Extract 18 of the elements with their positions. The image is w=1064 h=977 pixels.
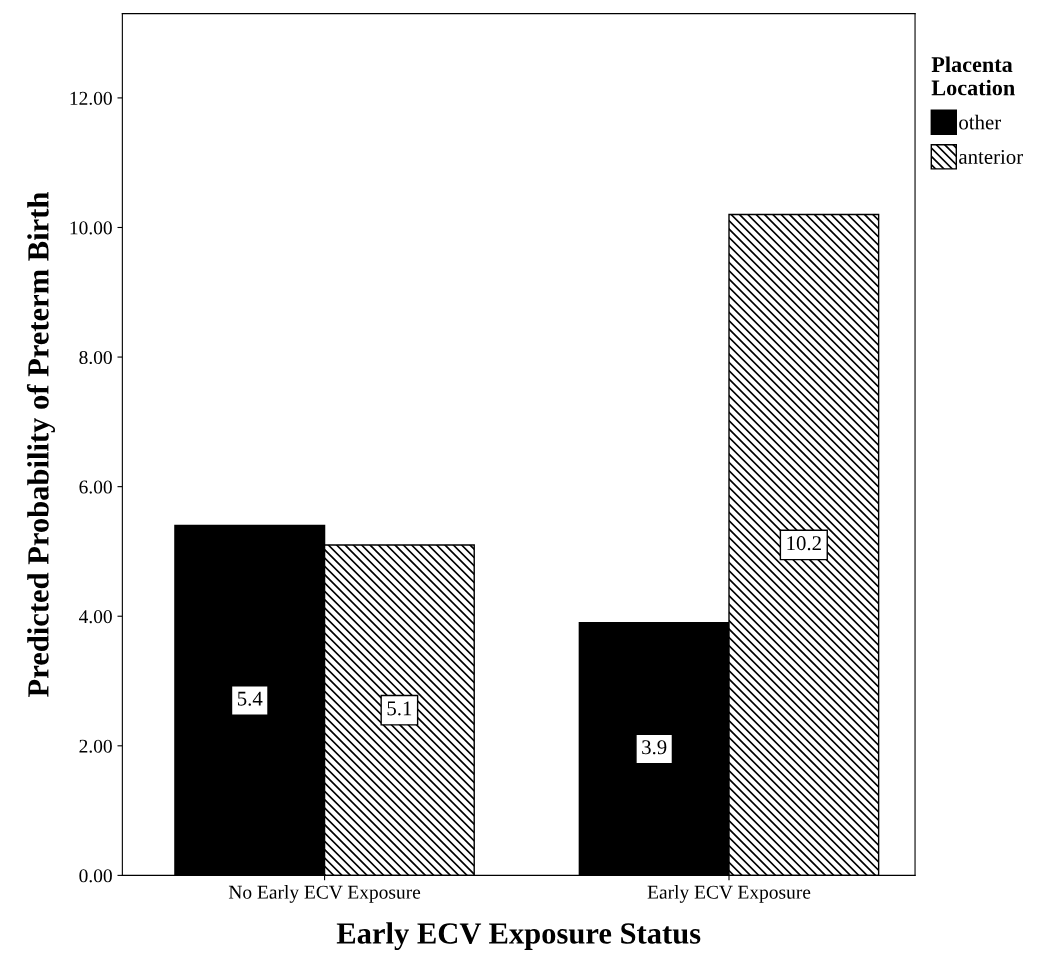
legend-label: anterior bbox=[959, 149, 1023, 164]
y-tick-label: 6.00 bbox=[79, 480, 112, 494]
y-tick-label: 4.00 bbox=[78, 610, 112, 624]
x-tick-label: Early ECV Exposure bbox=[647, 885, 811, 903]
x-tick-label: No Early ECV Exposure bbox=[228, 885, 421, 903]
y-tick-label: 2.00 bbox=[79, 739, 112, 753]
data-label: 5.1 bbox=[387, 701, 412, 716]
legend-label: other bbox=[959, 114, 1002, 130]
y-tick-label: 10.00 bbox=[70, 221, 112, 235]
y-tick-label: 8.00 bbox=[79, 350, 112, 365]
y-tick-label: 12.00 bbox=[70, 91, 112, 105]
x-axis-title: Early ECV Exposure Status bbox=[336, 922, 701, 951]
legend-title: Placenta Location bbox=[931, 56, 1015, 96]
y-axis-title: Predicted Probability of Preterm Birth bbox=[26, 192, 55, 697]
data-label: 10.2 bbox=[787, 536, 821, 551]
data-label: 3.9 bbox=[642, 740, 667, 755]
y-tick-label: 0.00 bbox=[79, 869, 112, 883]
data-label: 5.4 bbox=[237, 691, 263, 706]
